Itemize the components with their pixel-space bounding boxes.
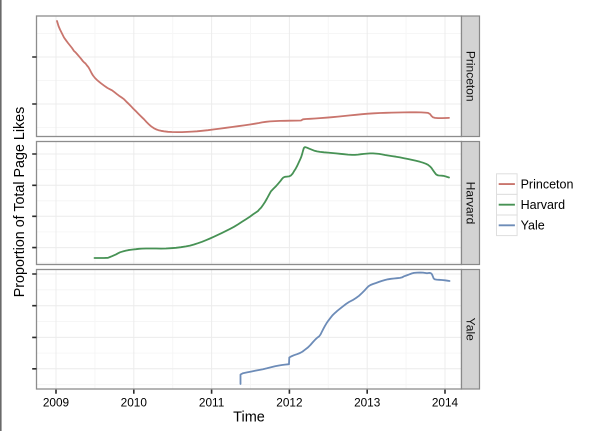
svg-text:2013: 2013 bbox=[354, 396, 381, 410]
svg-text:Proportion of Total Page Likes: Proportion of Total Page Likes bbox=[12, 107, 28, 297]
svg-text:Harvard: Harvard bbox=[464, 182, 478, 225]
svg-text:Princeton: Princeton bbox=[521, 177, 574, 191]
svg-text:2009: 2009 bbox=[43, 396, 69, 410]
svg-text:2012: 2012 bbox=[276, 396, 302, 410]
svg-text:Harvard: Harvard bbox=[521, 198, 566, 212]
svg-text:Time: Time bbox=[233, 410, 265, 426]
svg-text:Princeton: Princeton bbox=[464, 51, 478, 102]
svg-text:2010: 2010 bbox=[121, 396, 148, 410]
svg-text:2011: 2011 bbox=[199, 396, 224, 410]
svg-text:2014: 2014 bbox=[432, 396, 459, 410]
svg-text:Yale: Yale bbox=[464, 318, 478, 341]
svg-text:Yale: Yale bbox=[521, 219, 545, 233]
